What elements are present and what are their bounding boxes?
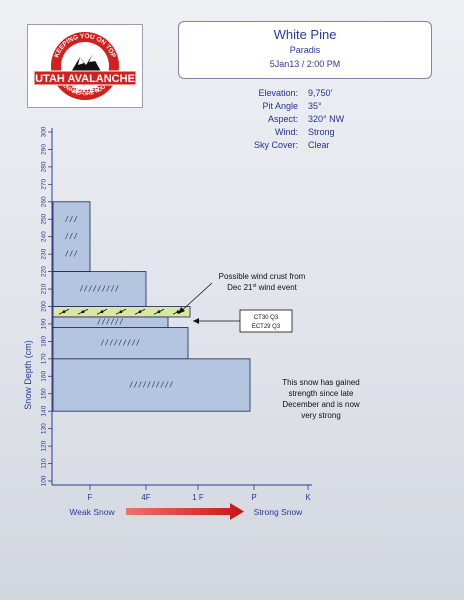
location-title: White Pine bbox=[273, 27, 337, 42]
stability-test-box: CT30 Q3 ECT29 Q3 bbox=[193, 309, 293, 333]
depth-tick-label: 180 bbox=[41, 336, 48, 347]
depth-tick-label: 250 bbox=[41, 213, 48, 224]
grain-symbol: / / / bbox=[64, 250, 77, 259]
crust-symbol bbox=[81, 310, 85, 314]
depth-tick-label: 290 bbox=[41, 144, 48, 155]
hardness-tick-label: K bbox=[305, 493, 311, 502]
hardness-tick-label: P bbox=[251, 493, 256, 502]
test-result: CT30 Q3 bbox=[254, 315, 279, 321]
site-info-row: Aspect: 320° NW bbox=[267, 114, 345, 124]
grain-symbol: / / / / / / / / / / bbox=[129, 381, 173, 390]
site-info-row: Pit Angle 35° bbox=[262, 101, 322, 111]
strength-scale: Weak Snow Strong Snow bbox=[69, 503, 303, 520]
snow-layer bbox=[52, 327, 189, 360]
crust-symbol bbox=[157, 310, 161, 314]
grain-symbol: / / / / / / / / / bbox=[79, 285, 119, 294]
depth-tick-label: 260 bbox=[41, 196, 48, 207]
depth-tick-label: 100 bbox=[41, 475, 48, 486]
snow-layer bbox=[52, 201, 91, 273]
observation-date: 5Jan13 / 2:00 PM bbox=[269, 59, 341, 69]
y-axis-label: Snow Depth (cm) bbox=[23, 340, 33, 410]
snow-layers: / / / / / / / / / / / / / / / / / / / / / / … bbox=[52, 201, 251, 412]
depth-tick-label: 120 bbox=[41, 440, 48, 451]
site-info-row: Wind: Strong bbox=[274, 127, 335, 137]
grain-symbol: / / / / / / / / / bbox=[100, 339, 140, 348]
depth-tick-label: 240 bbox=[41, 231, 48, 242]
grain-symbol: / / / / / / bbox=[97, 318, 123, 327]
depth-tick-label: 160 bbox=[41, 370, 48, 381]
site-info-row: Sky Cover: Clear bbox=[253, 140, 330, 150]
logo-line2: CENTER bbox=[71, 87, 100, 94]
depth-tick-label: 210 bbox=[41, 283, 48, 294]
wind-crust-annotation: Possible wind crust from Dec 21st wind e… bbox=[177, 272, 306, 315]
crust-symbol bbox=[119, 310, 123, 314]
annotation-line: December and is now bbox=[282, 400, 360, 409]
crust-symbol bbox=[100, 310, 104, 314]
depth-tick-label: 140 bbox=[41, 405, 48, 416]
weak-snow-label: Weak Snow bbox=[69, 507, 115, 517]
annotation-line: This snow has gained bbox=[282, 378, 359, 387]
depth-tick-label: 230 bbox=[41, 248, 48, 259]
pit-title-box: White Pine Paradis 5Jan13 / 2:00 PM bbox=[178, 21, 432, 79]
strength-arrow-icon bbox=[126, 503, 244, 520]
strength-note: This snow has gained strength since late… bbox=[282, 378, 360, 420]
crust-symbol bbox=[62, 310, 66, 314]
depth-tick-label: 150 bbox=[41, 388, 48, 399]
depth-tick-label: 130 bbox=[41, 423, 48, 434]
uac-logo: KEEPING YOU ON TOP KNOW BEFORE YOU GO UT… bbox=[27, 24, 143, 108]
hardness-tick-label: 4F bbox=[141, 493, 150, 502]
location-subtitle: Paradis bbox=[289, 45, 321, 55]
grain-symbol: / / / bbox=[64, 232, 77, 241]
hardness-tick-label: 1 F bbox=[192, 493, 204, 502]
logo-line1: UTAH AVALANCHE bbox=[35, 73, 135, 85]
grain-symbol: / / / bbox=[64, 215, 77, 224]
hardness-axis: F 4F 1 F P K bbox=[52, 484, 312, 502]
annotation-leader bbox=[177, 282, 213, 315]
depth-tick-label: 300 bbox=[41, 126, 48, 137]
depth-tick-label: 270 bbox=[41, 179, 48, 190]
annotation-line: Possible wind crust from bbox=[219, 272, 306, 281]
snow-layer bbox=[52, 358, 251, 412]
depth-axis: 100 110 120 130 140 150 160 170 180 190 200 210 220 2… bbox=[41, 126, 53, 486]
strong-snow-label: Strong Snow bbox=[254, 507, 304, 517]
crust-symbol bbox=[138, 310, 142, 314]
annotation-line: very strong bbox=[301, 411, 341, 420]
hardness-tick-label: F bbox=[88, 493, 93, 502]
test-result: ECT29 Q3 bbox=[252, 324, 281, 330]
site-info-table: Elevation: 9,750' Pit Angle 35° Aspect: 320… bbox=[230, 87, 344, 152]
depth-tick-label: 220 bbox=[41, 266, 48, 277]
annotation-line: Dec 21st wind event bbox=[227, 283, 297, 292]
depth-tick-label: 170 bbox=[41, 353, 48, 364]
depth-tick-label: 280 bbox=[41, 161, 48, 172]
depth-tick-label: 190 bbox=[41, 318, 48, 329]
site-info-row: Elevation: 9,750' bbox=[258, 88, 333, 98]
depth-tick-label: 110 bbox=[41, 458, 48, 469]
annotation-line: strength since late bbox=[289, 389, 354, 398]
snow-layer bbox=[52, 271, 147, 307]
depth-tick-label: 200 bbox=[41, 301, 48, 312]
